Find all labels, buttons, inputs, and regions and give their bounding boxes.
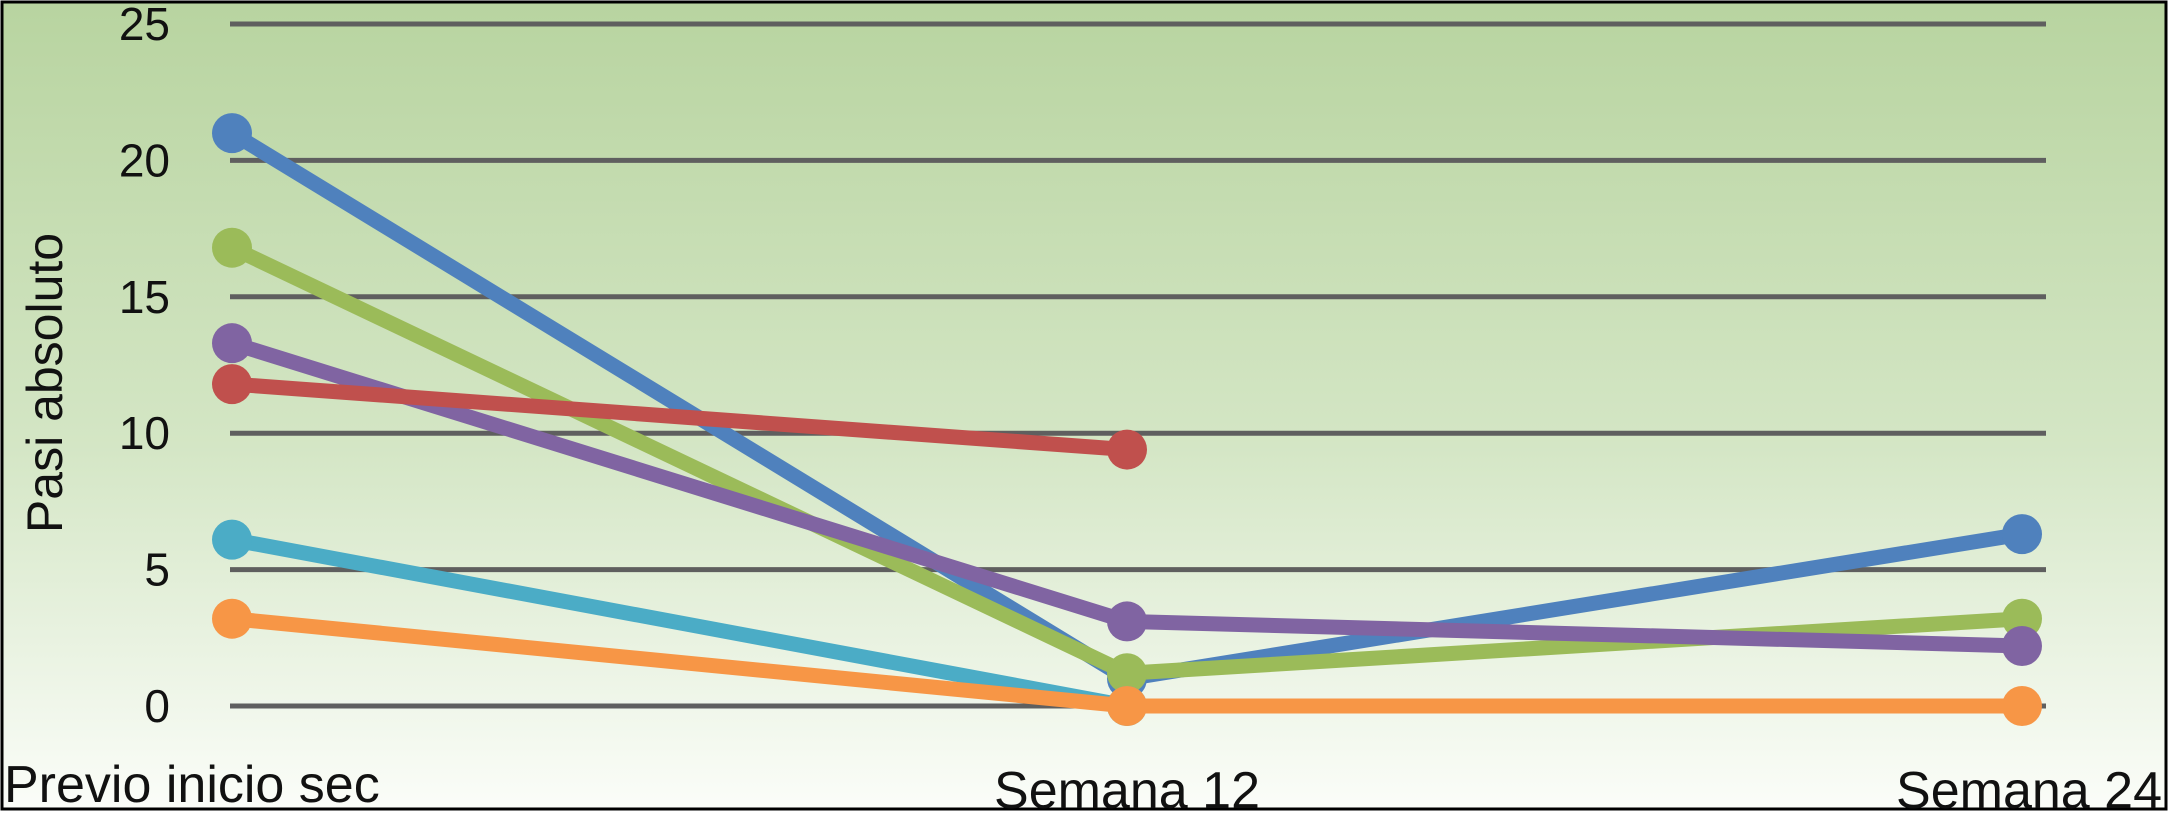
series-line bbox=[224, 532, 1135, 714]
y-tick-label: 25 bbox=[119, 0, 170, 50]
data-point bbox=[1107, 601, 1147, 642]
data-point bbox=[2002, 514, 2042, 555]
series-group bbox=[212, 113, 2042, 726]
data-point bbox=[212, 227, 252, 268]
y-axis-label: Pasi absoluto bbox=[17, 233, 73, 533]
data-point bbox=[212, 519, 252, 560]
x-tick-label: Previo inicio sec bbox=[4, 756, 380, 814]
data-point bbox=[1107, 653, 1147, 694]
y-tick-label: 5 bbox=[144, 544, 170, 596]
series-line bbox=[224, 376, 1135, 458]
data-point bbox=[212, 598, 252, 639]
data-point bbox=[2002, 686, 2042, 726]
x-tick-label: Semana 24 bbox=[1896, 762, 2162, 820]
y-tick-label: 0 bbox=[144, 680, 170, 732]
y-tick-label: 20 bbox=[119, 134, 170, 186]
data-point bbox=[2002, 625, 2042, 666]
data-point bbox=[212, 364, 252, 405]
series-6 bbox=[212, 598, 2042, 726]
series-3 bbox=[212, 323, 2042, 666]
x-tick-labels: Previo inicio sec Semana 12 Semana 24 bbox=[4, 756, 2162, 820]
series-4 bbox=[212, 364, 1147, 470]
y-tick-labels: 0 5 10 15 20 25 bbox=[119, 0, 170, 732]
y-tick-label: 10 bbox=[119, 407, 170, 459]
y-tick-label: 15 bbox=[119, 271, 170, 323]
x-tick-label: Semana 12 bbox=[994, 762, 1260, 820]
data-point bbox=[1107, 429, 1147, 470]
data-point bbox=[212, 113, 252, 154]
data-point bbox=[1107, 686, 1147, 726]
data-point bbox=[212, 323, 252, 364]
